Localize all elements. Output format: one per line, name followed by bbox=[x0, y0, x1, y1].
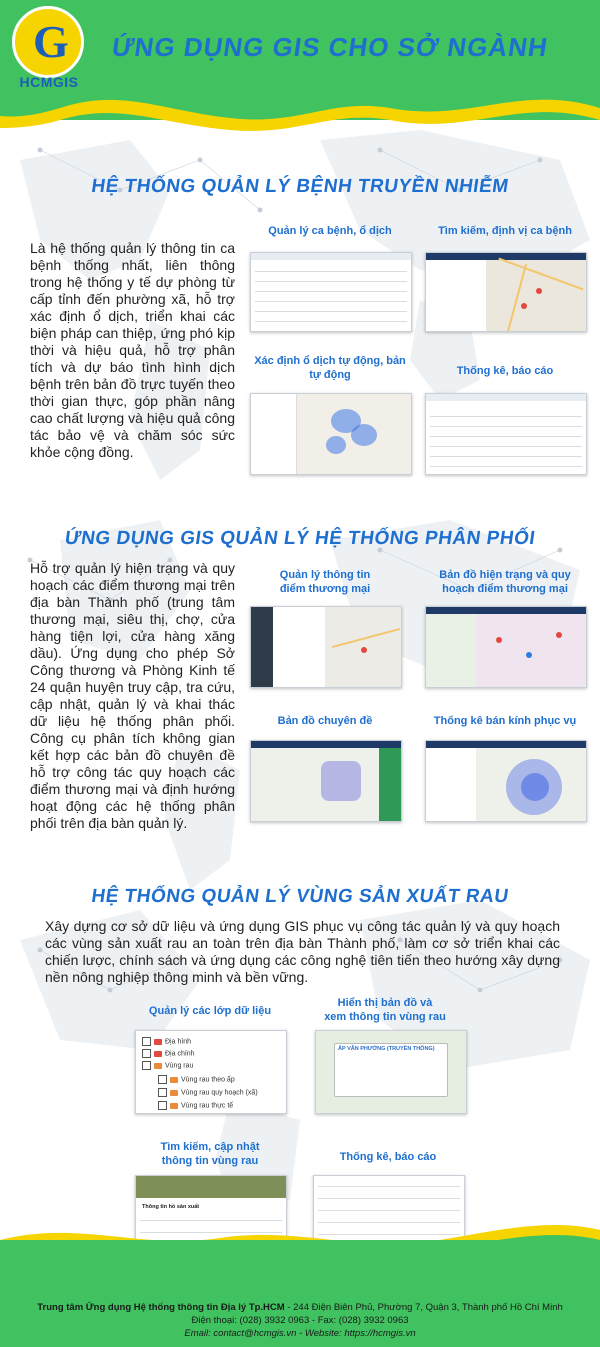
section-body-disease: Là hệ thống quản lý thông tin ca bệnh th… bbox=[30, 240, 235, 460]
caption-statistics-3: Thống kê, báo cáo bbox=[339, 1151, 437, 1163]
screenshot-service-radius bbox=[425, 740, 587, 822]
screenshot-commerce-info bbox=[250, 606, 402, 688]
caption-vegetable-search: Tìm kiếm, cập nhật thông tin vùng rau bbox=[160, 1141, 260, 1167]
footer-contact: Email: contact@hcmgis.vn - Website: http… bbox=[184, 1328, 416, 1339]
caption-case-management: Quản lý ca bệnh, ổ dịch bbox=[268, 225, 392, 237]
email-link[interactable]: contact@hcmgis.vn bbox=[213, 1328, 297, 1339]
layer-row-cadastral[interactable]: Địa chính bbox=[142, 1049, 195, 1058]
screenshot-outbreak-detection bbox=[250, 393, 412, 475]
layer-row-planned[interactable]: Vùng rau quy hoạch (xã) bbox=[158, 1088, 258, 1097]
section-body-vegetable: Xây dựng cơ sở dữ liệu và ứng dụng GIS p… bbox=[45, 918, 560, 985]
website-link[interactable]: https://hcmgis.vn bbox=[344, 1328, 416, 1339]
footer-phone: Điện thoại: (028) 3932 0963 - Fax: (028)… bbox=[191, 1315, 409, 1326]
caption-commerce-plan-map: Bản đồ hiện trạng và quy hoạch điểm thươ… bbox=[439, 569, 571, 595]
screenshot-case-management bbox=[250, 252, 412, 332]
caption-outbreak-detection: Xác định ổ dịch tự động, bản tự động bbox=[254, 355, 406, 381]
screenshot-commerce-plan-map bbox=[425, 606, 587, 688]
form-title: Thông tin hồ sản xuất bbox=[142, 1204, 200, 1210]
section-title-distribution: ỨNG DỤNG GIS QUẢN LÝ HỆ THỐNG PHÂN PHỐI bbox=[63, 528, 537, 549]
caption-case-search: Tìm kiếm, định vị ca bệnh bbox=[438, 225, 572, 237]
caption-service-radius: Thống kê bán kính phục vụ bbox=[433, 715, 577, 727]
screenshot-statistics-1 bbox=[425, 393, 587, 475]
section-title-disease: HỆ THỐNG QUẢN LÝ BỆNH TRUYỀN NHIỄM bbox=[90, 176, 511, 197]
screenshot-case-search bbox=[425, 252, 587, 332]
footer-banner bbox=[0, 1240, 600, 1347]
footer-address: Trung tâm Ứng dụng Hệ thống thông tin Đị… bbox=[37, 1302, 563, 1313]
layer-row-terrain[interactable]: Địa hình bbox=[142, 1037, 191, 1046]
popup-title: ẤP VĂN PHƯỚNG (TRUYỀN THỐNG) bbox=[338, 1046, 435, 1052]
section-body-distribution: Hỗ trợ quản lý hiện trạng và quy hoạch c… bbox=[30, 560, 235, 831]
caption-thematic-map: Bản đồ chuyên đề bbox=[277, 715, 373, 727]
screenshot-thematic-map bbox=[250, 740, 402, 822]
layer-row-actual[interactable]: Vùng rau thực tế bbox=[158, 1101, 233, 1110]
layer-row-vegetable[interactable]: Vùng rau bbox=[142, 1061, 193, 1070]
caption-commerce-info: Quản lý thông tin điểm thương mại bbox=[279, 569, 371, 595]
logo-g-mark: G bbox=[33, 16, 69, 67]
caption-statistics-1: Thống kê, báo cáo bbox=[456, 365, 554, 377]
hcmgis-logo: G bbox=[12, 6, 84, 78]
caption-layer-management: Quản lý các lớp dữ liệu bbox=[148, 1005, 272, 1017]
map-info-popup: ẤP VĂN PHƯỚNG (TRUYỀN THỐNG) bbox=[334, 1043, 448, 1097]
header-wave-decoration bbox=[0, 78, 600, 131]
section-title-vegetable: HỆ THỐNG QUẢN LÝ VÙNG SẢN XUẤT RAU bbox=[90, 886, 511, 907]
page-title: ỨNG DỤNG GIS CHO SỞ NGÀNH bbox=[110, 32, 551, 62]
logo-text: HCMGIS bbox=[19, 74, 79, 90]
screenshot-vegetable-map: ẤP VĂN PHƯỚNG (TRUYỀN THỐNG) bbox=[315, 1030, 467, 1114]
screenshot-layer-management: Địa hình Địa chính Vùng rau Vùng rau the… bbox=[135, 1030, 287, 1114]
caption-vegetable-map: Hiển thị bản đồ và xem thông tin vùng ra… bbox=[324, 997, 446, 1023]
layer-row-hamlet[interactable]: Vùng rau theo ấp bbox=[158, 1075, 235, 1084]
